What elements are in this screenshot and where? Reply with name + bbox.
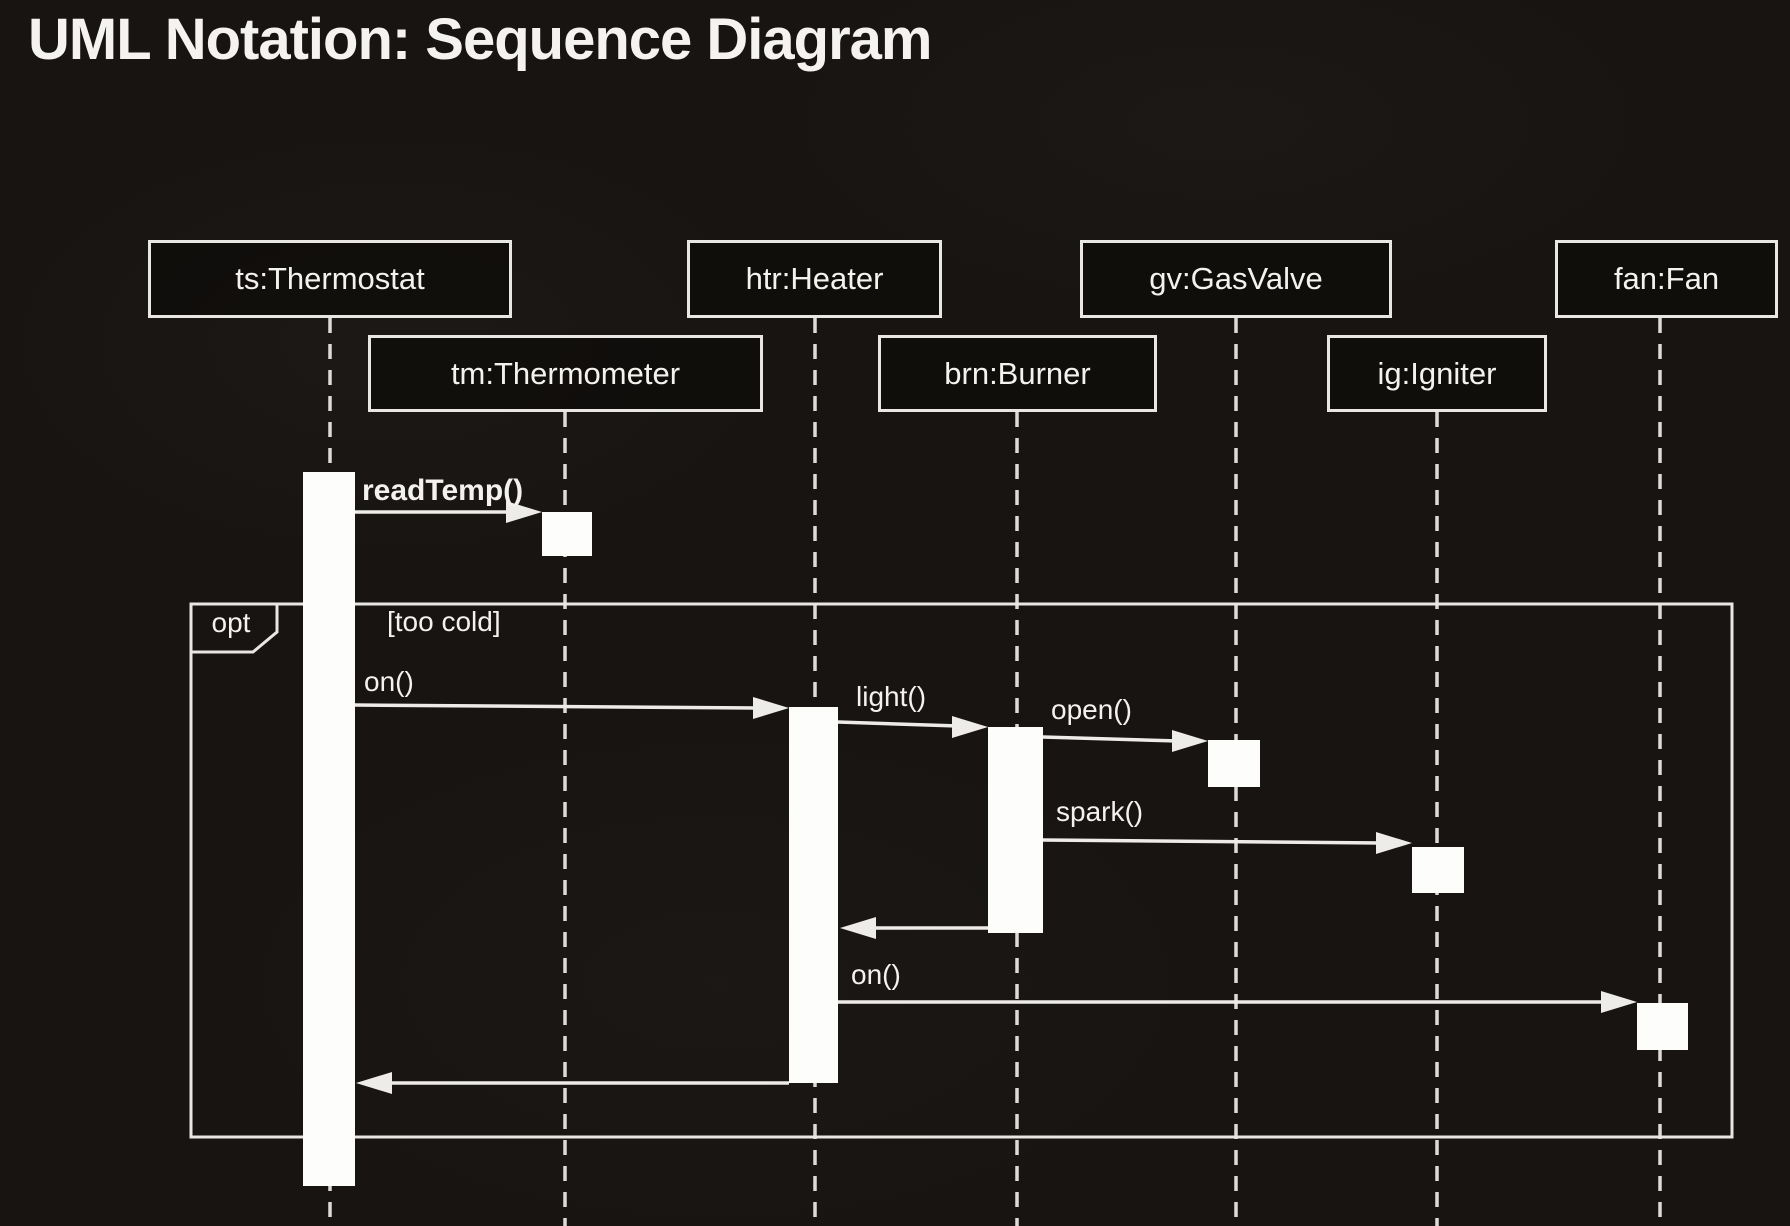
opt-operator-label: opt [211, 607, 251, 638]
lifeline-label: htr:Heater [745, 261, 884, 296]
message-arrow-readtemp [355, 501, 542, 523]
lifeline-head-gv: gv:GasValve [1080, 240, 1392, 318]
activation-ig [1412, 847, 1464, 893]
opt-fragment-tab [189, 602, 279, 654]
arrowhead-icon [506, 501, 542, 523]
message-label-light: light() [856, 681, 927, 712]
lifeline-label: fan:Fan [1613, 261, 1720, 296]
arrowhead-icon [753, 697, 789, 719]
lifeline-label: gv:GasValve [1149, 261, 1323, 296]
lifeline-label: ts:Thermostat [235, 261, 425, 296]
return-arrow-heater-to-thermostat [356, 1072, 789, 1094]
return-arrow-burner-to-heater [840, 917, 988, 939]
arrowhead-icon [1172, 730, 1208, 752]
arrowhead-icon [1601, 991, 1637, 1013]
opt-fragment-frame [189, 602, 1734, 1139]
message-label-on-heater: on() [364, 666, 414, 697]
arrowhead-icon [1376, 832, 1412, 854]
message-label-on-fan: on() [851, 959, 901, 990]
lifeline-head-brn: brn:Burner [878, 335, 1157, 412]
activation-ts [303, 472, 355, 1186]
arrowhead-icon [840, 917, 876, 939]
activation-tm [542, 512, 592, 556]
arrowhead-icon [952, 716, 988, 738]
arrowhead-icon [356, 1072, 392, 1094]
lifeline-head-fan: fan:Fan [1555, 240, 1778, 318]
slide-title: UML Notation: Sequence Diagram [28, 7, 932, 72]
lifeline-label: tm:Thermometer [450, 355, 681, 391]
lifeline-label: brn:Burner [944, 355, 1091, 391]
message-label-open: open() [1051, 694, 1132, 725]
message-arrow-open [1042, 730, 1208, 752]
lifeline-head-ts: ts:Thermostat [148, 240, 512, 318]
activation-htr [789, 707, 838, 1083]
message-label-readtemp: readTemp() [362, 474, 524, 507]
lifeline-head-htr: htr:Heater [687, 240, 942, 318]
activation-fan [1637, 1003, 1688, 1050]
message-arrow-spark [1042, 832, 1412, 854]
lifeline-head-tm: tm:Thermometer [368, 335, 763, 412]
message-arrow-on-heater [354, 697, 789, 719]
message-arrow-on-fan [838, 991, 1637, 1013]
lifeline-label: ig:Igniter [1377, 355, 1497, 391]
guard-label: [too cold] [387, 606, 501, 637]
activation-brn [988, 727, 1043, 933]
message-label-spark: spark() [1056, 796, 1144, 827]
lifeline-head-ig: ig:Igniter [1327, 335, 1547, 412]
activation-gv [1208, 740, 1260, 787]
message-arrow-light [837, 716, 988, 738]
